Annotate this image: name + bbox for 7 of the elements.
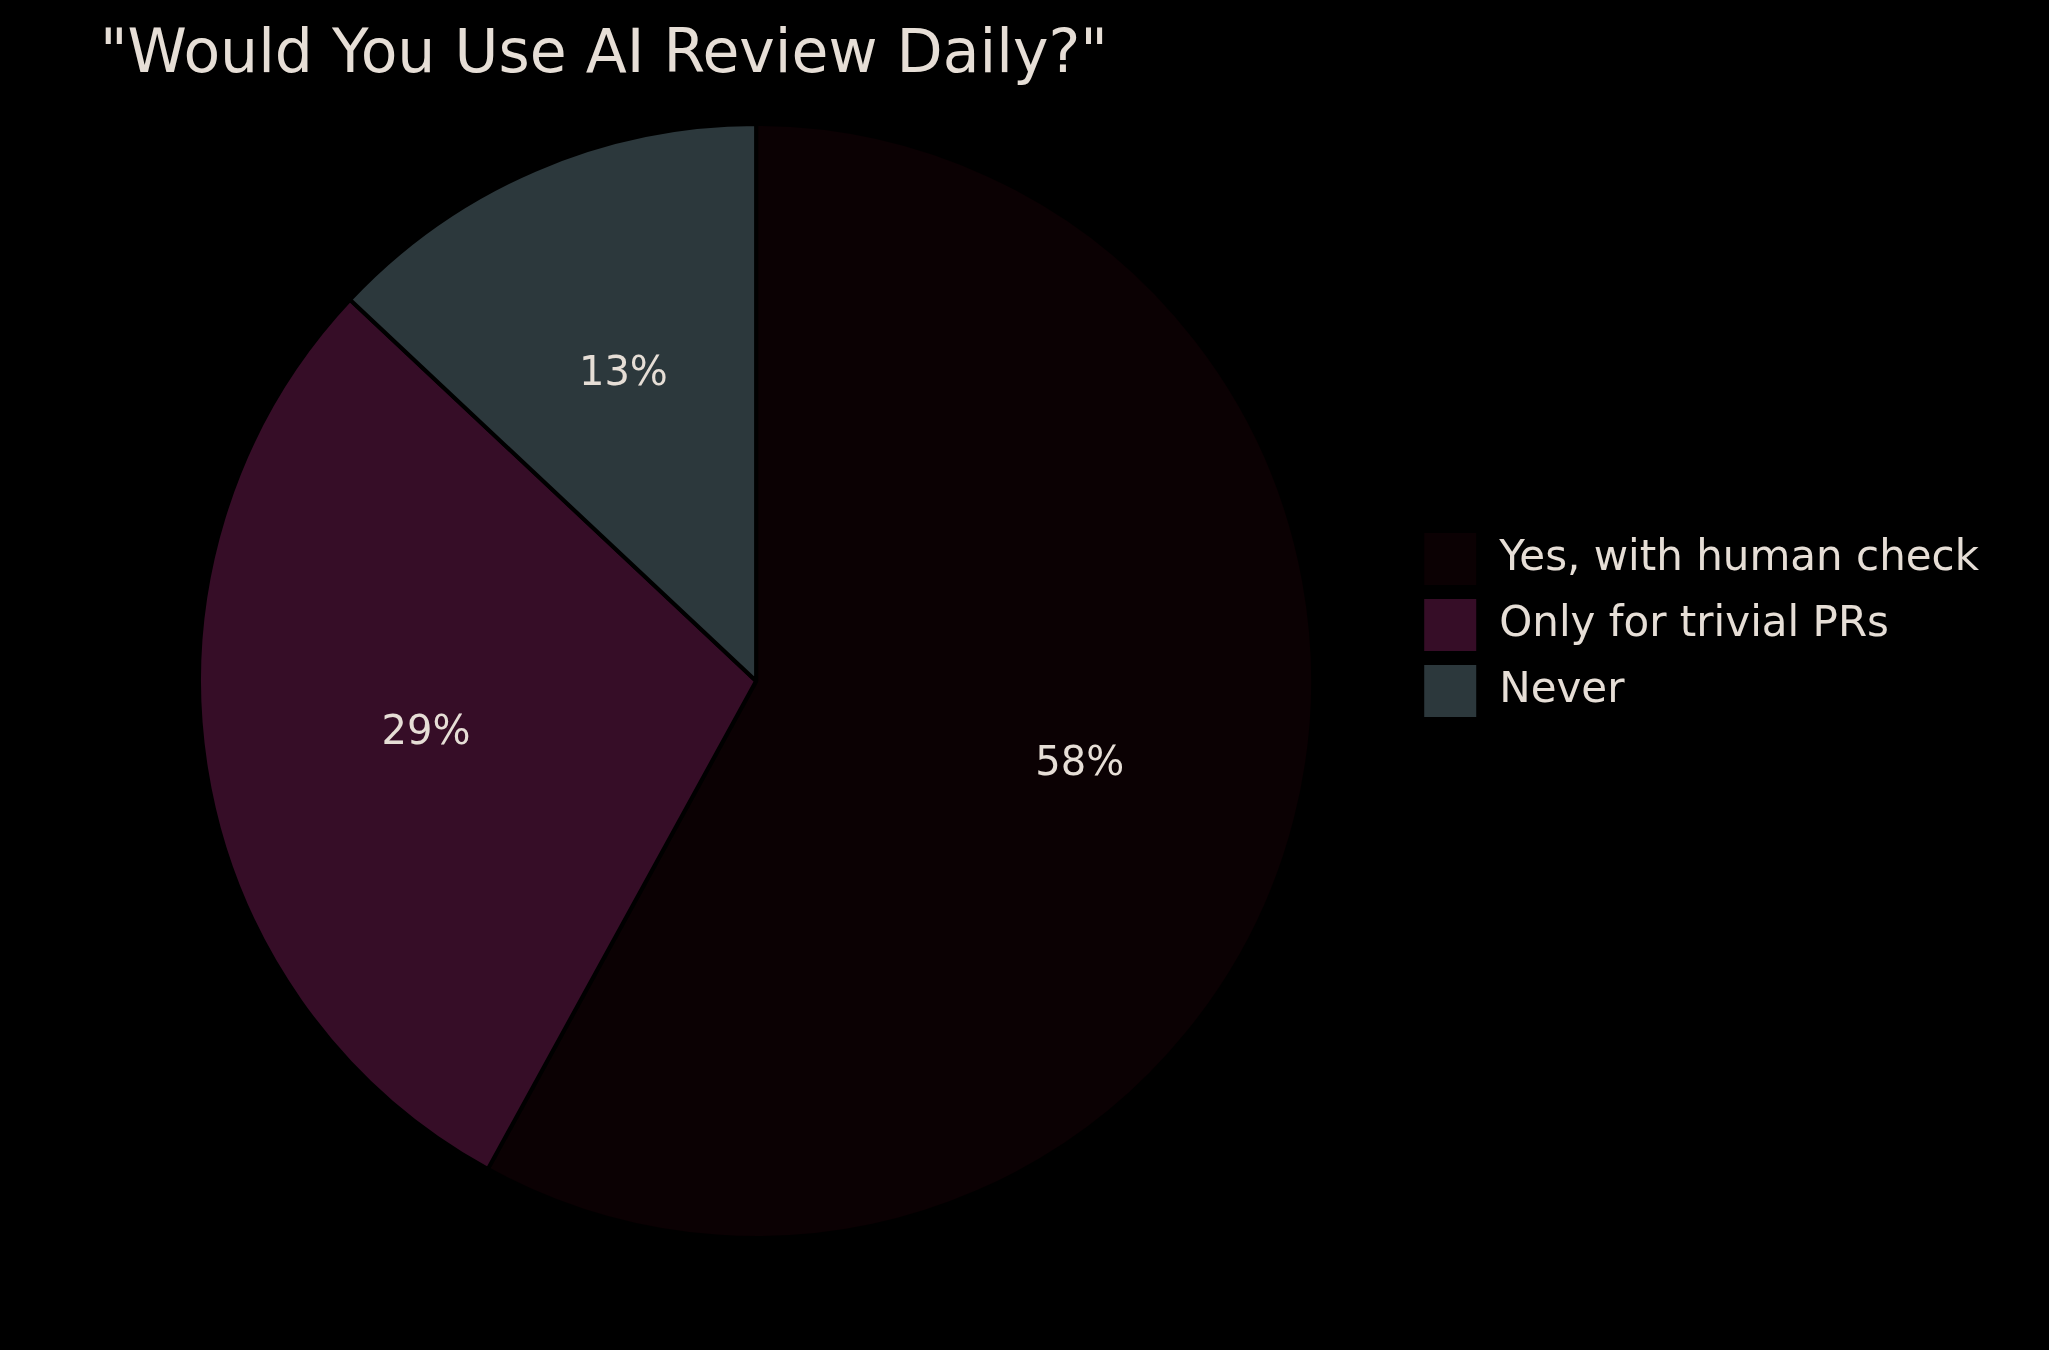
legend-label: Only for trivial PRs (1499, 596, 1889, 646)
legend-label: Never (1499, 662, 1626, 712)
legend-label: Yes, with human check (1498, 530, 1980, 580)
chart-title: "Would You Use AI Review Daily?" (100, 15, 1108, 86)
data-label: 58% (1035, 737, 1125, 784)
data-label: 13% (578, 347, 668, 394)
data-label: 29% (381, 706, 471, 753)
